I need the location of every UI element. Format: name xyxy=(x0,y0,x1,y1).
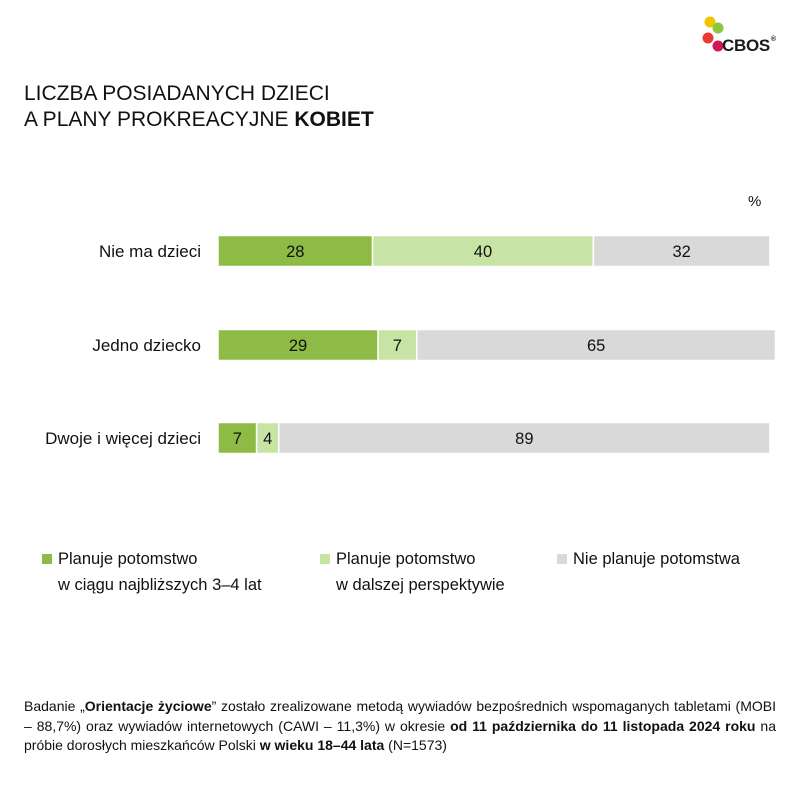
unit-label: % xyxy=(748,193,762,210)
legend-label-later: Planuje potomstwo w dalszej perspektywie xyxy=(336,550,505,594)
legend-swatch-not-planning xyxy=(557,554,567,564)
logo-dot-green xyxy=(712,22,724,34)
data-label-2-1: 4 xyxy=(263,430,272,448)
legend-label-near-term: Planuje potomstwo w ciągu najbliższych 3–… xyxy=(58,550,262,594)
bar-segment-2-2 xyxy=(277,421,771,455)
methodology-footnote: Badanie „Orientacje życiowe” zostało zre… xyxy=(24,698,777,753)
bar-segment-1-2 xyxy=(415,328,777,362)
chart-title-line-2: A PLANY PROKREACYJNE KOBIET xyxy=(24,108,374,132)
category-label-jedno-dziecko: Jedno dziecko xyxy=(92,336,201,355)
category-label-nie-ma-dzieci: Nie ma dzieci xyxy=(99,242,201,261)
data-label-1-0: 29 xyxy=(289,337,307,355)
bar-segment-0-0 xyxy=(217,234,374,268)
legend-label-not-planning: Nie planuje potomstwa xyxy=(573,550,740,568)
category-label-dwoje-i-wiecej-dzieci: Dwoje i więcej dzieci xyxy=(45,429,201,448)
data-label-1-2: 65 xyxy=(587,337,605,355)
data-label-2-0: 7 xyxy=(233,430,242,448)
data-label-0-2: 32 xyxy=(673,243,691,261)
bar-segment-1-0 xyxy=(217,328,379,362)
legend-swatch-near-term xyxy=(42,554,52,564)
data-label-2-2: 89 xyxy=(515,430,533,448)
legend-swatch-later xyxy=(320,554,330,564)
cbos-logo xyxy=(702,16,724,52)
bar-segment-0-2 xyxy=(592,234,771,268)
data-label-1-1: 7 xyxy=(393,337,402,355)
logo-text: CBOS® xyxy=(722,36,776,55)
data-label-0-0: 28 xyxy=(286,243,304,261)
logo-dot-pink xyxy=(712,40,724,52)
chart-title-prefix: A PLANY PROKREACYJNE xyxy=(24,108,295,131)
chart-title-bold: KOBIET xyxy=(294,108,374,131)
logo-dot-yellow xyxy=(704,16,716,28)
logo-dot-red xyxy=(702,32,714,44)
bar-segment-1-1 xyxy=(377,328,418,362)
chart-title-line-1: LICZBA POSIADANYCH DZIECI xyxy=(24,82,330,105)
data-label-0-1: 40 xyxy=(474,243,492,261)
